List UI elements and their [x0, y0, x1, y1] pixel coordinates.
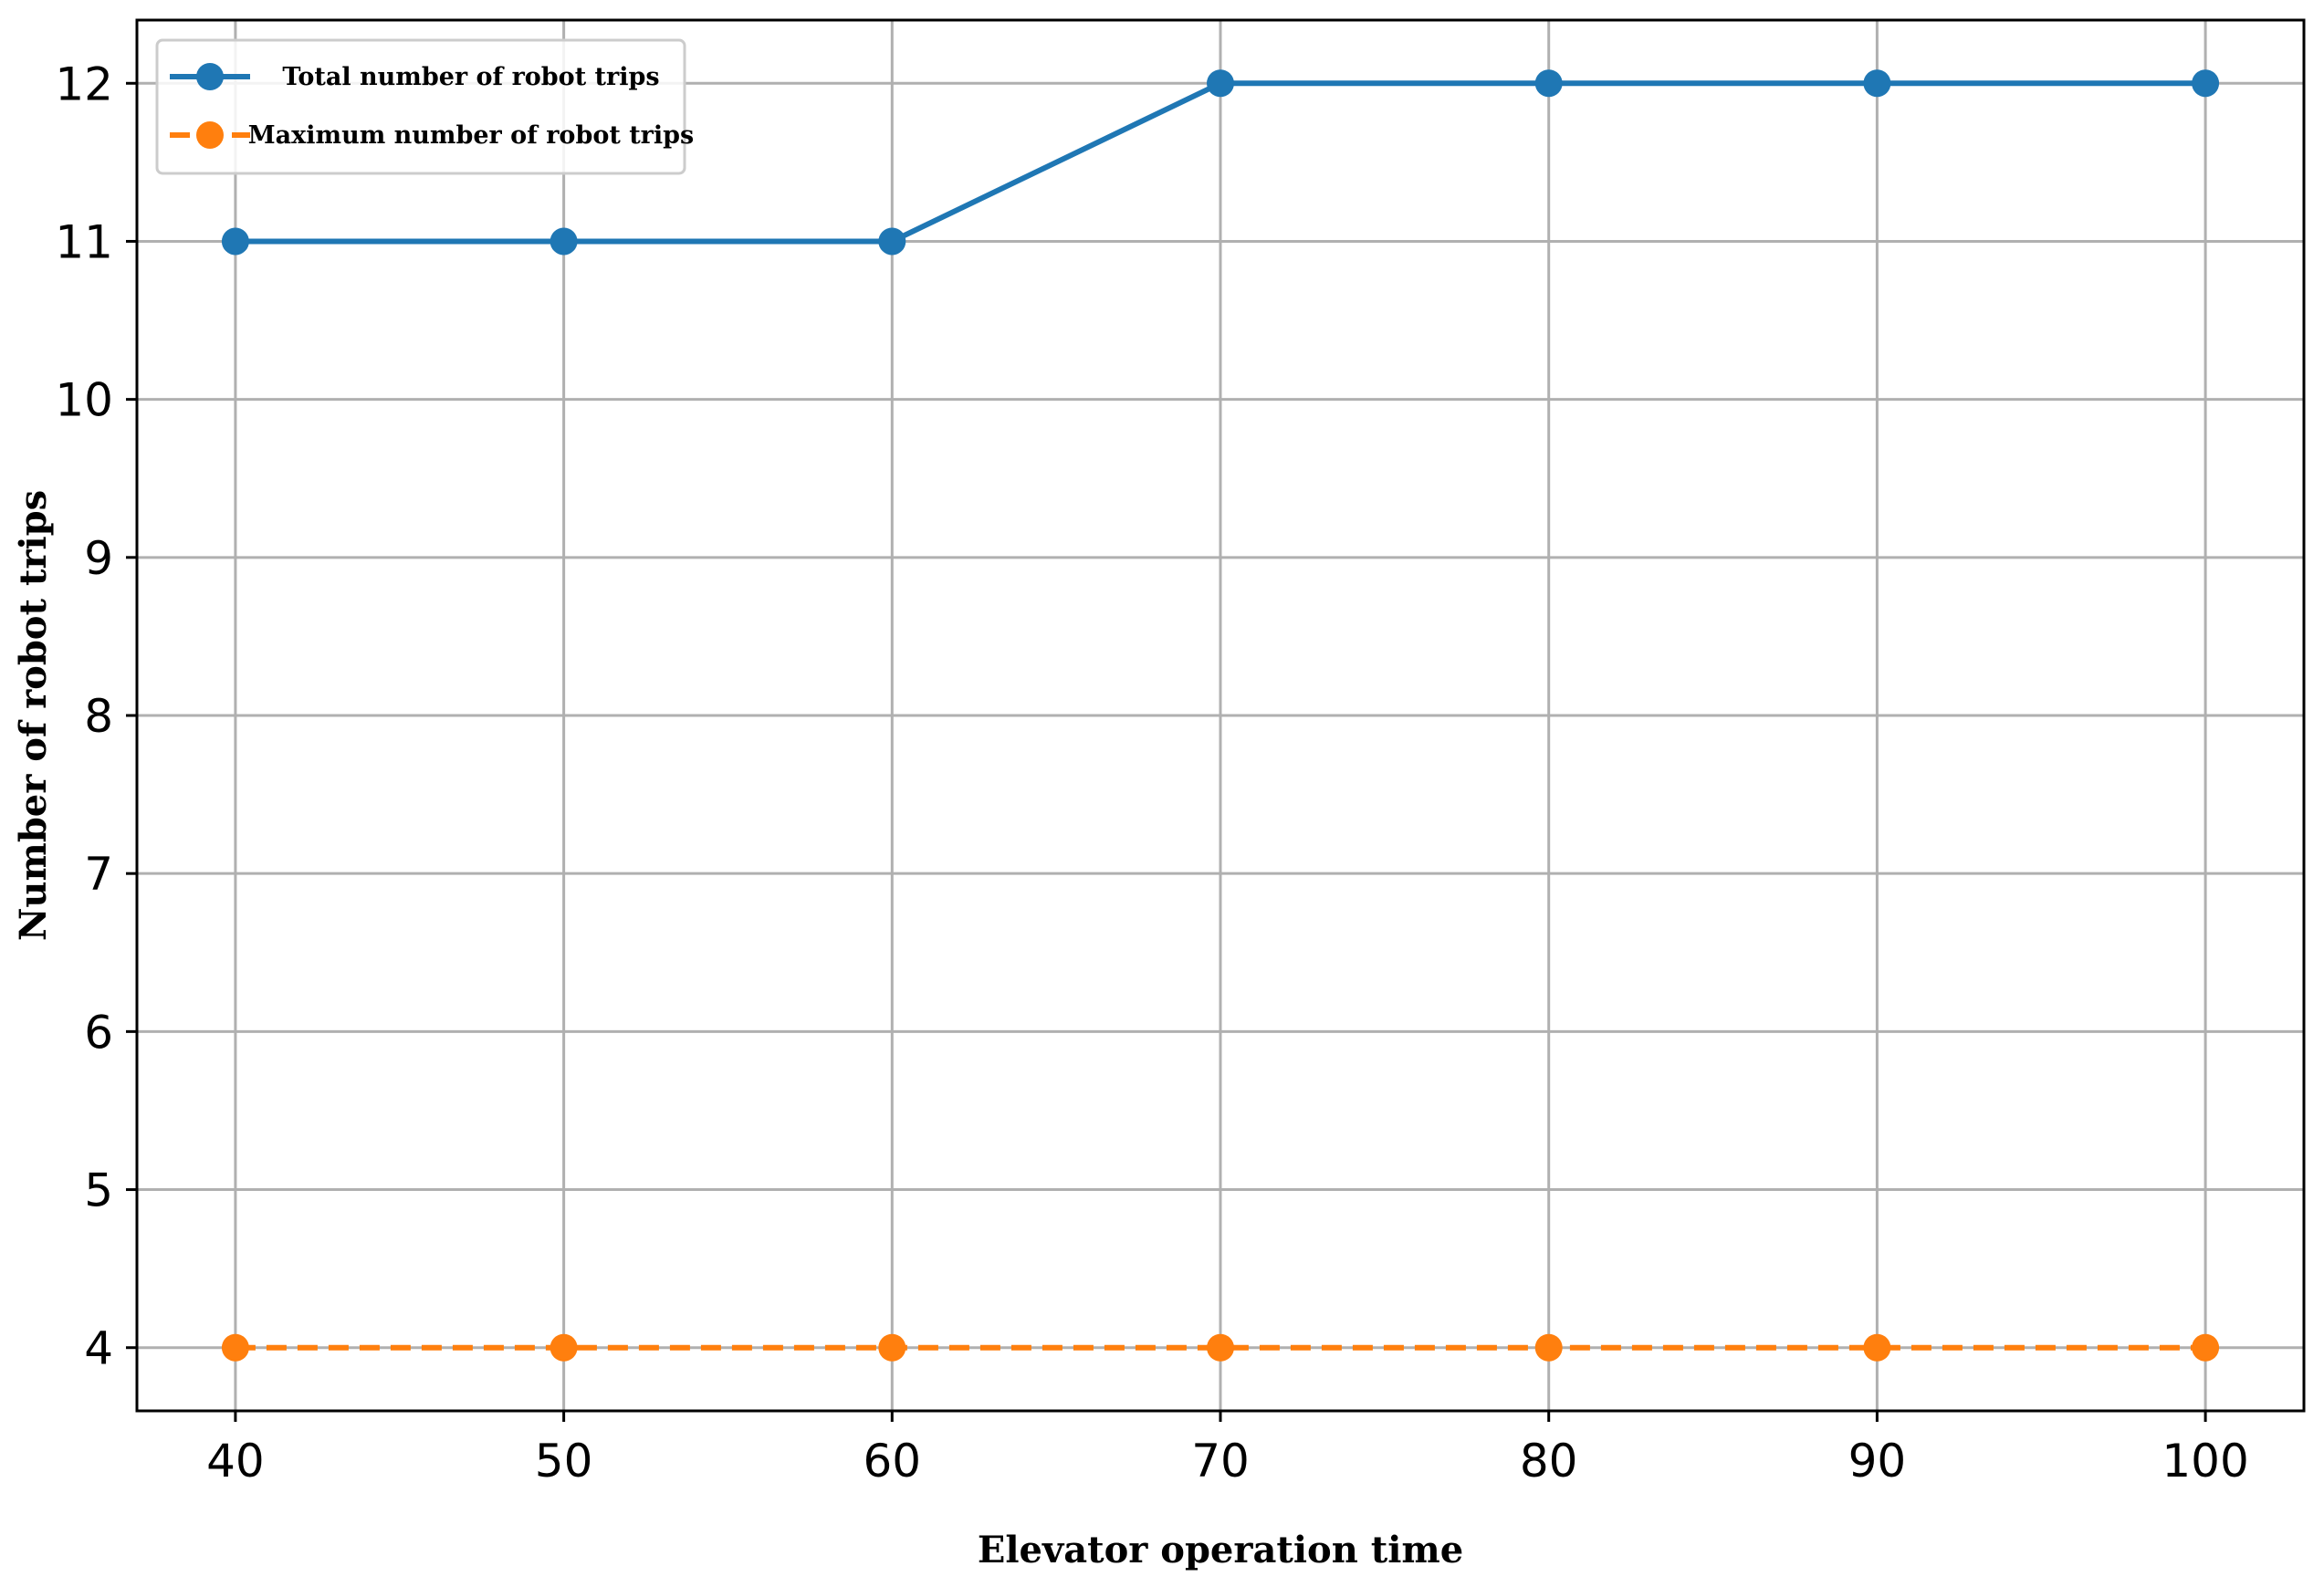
- y-tick-label: 6: [84, 1006, 113, 1059]
- x-tick-label: 80: [1520, 1435, 1578, 1488]
- series-1-point: [1534, 69, 1563, 98]
- x-tick-label: 70: [1191, 1435, 1250, 1488]
- series-2-point: [550, 1333, 578, 1362]
- series-2-point: [1863, 1333, 1891, 1362]
- legend-marker-2: [196, 121, 224, 149]
- series-2-point: [1207, 1333, 1234, 1362]
- series-2-point: [221, 1333, 249, 1362]
- tick-labels: 40 50 60 70 80 90 100 4 5 6 7 8 9 10 11 12: [55, 57, 2248, 1488]
- y-tick-label: 11: [55, 215, 113, 268]
- y-tick-label: 12: [55, 57, 113, 110]
- legend-box: [155, 38, 686, 175]
- series-1-point: [1863, 69, 1891, 98]
- y-tick-label: 5: [84, 1164, 113, 1217]
- series-1-point: [2192, 69, 2220, 98]
- x-tick-label: 50: [535, 1435, 593, 1488]
- series-1-point: [221, 227, 249, 256]
- legend: Total number of robot trips Maximum numbe…: [155, 38, 694, 175]
- x-tick-label: 100: [2162, 1435, 2248, 1488]
- y-tick-label: 10: [55, 374, 113, 427]
- y-tick-label: 9: [84, 532, 113, 585]
- series-1-point: [1207, 69, 1234, 98]
- x-tick-label: 40: [206, 1435, 265, 1488]
- legend-label-1: Total number of robot trips: [282, 63, 659, 91]
- series-2-point: [878, 1333, 906, 1362]
- series-1-point: [878, 227, 906, 256]
- series-1-point: [550, 227, 578, 256]
- y-tick-label: 8: [84, 690, 113, 743]
- y-tick-label: 7: [84, 848, 113, 901]
- series-2-point: [1534, 1333, 1563, 1362]
- grid: [137, 20, 2304, 1411]
- y-tick-label: 4: [84, 1322, 113, 1375]
- series-layer: [221, 69, 2220, 1362]
- legend-label-2: Maximum number of robot trips: [248, 121, 694, 150]
- x-axis-title: Elevator operation time: [978, 1529, 1463, 1571]
- series-2-point: [2192, 1333, 2220, 1362]
- x-tick-label: 90: [1848, 1435, 1907, 1488]
- legend-marker-1: [196, 63, 224, 90]
- x-tick-label: 60: [863, 1435, 921, 1488]
- y-axis-title: Number of robot trips: [12, 490, 55, 941]
